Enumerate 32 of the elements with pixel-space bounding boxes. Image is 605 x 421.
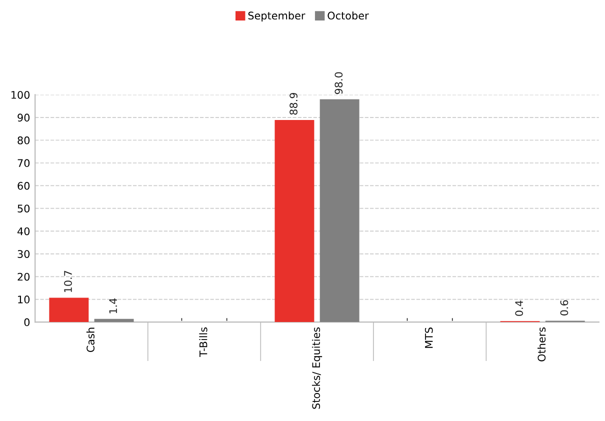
y-tick-label: 20 [18,272,30,281]
x-tick-label: MTS [424,328,433,348]
data-label: 0.4 [515,300,524,316]
text: - [181,318,182,321]
data-label: 10.7 [64,270,72,292]
y-tick-label: 40 [17,227,30,236]
text: - [226,318,228,321]
x-tick-label: Others [538,327,546,362]
bar [320,99,360,322]
text: - [406,318,408,321]
y-tick-label: 30 [18,250,30,258]
y-tick-label: 60 [18,182,30,190]
data-label: 98.0 [334,72,343,94]
y-tick-label: 50 [18,204,30,212]
x-tick-label: Stocks/ Equities [312,327,322,409]
x-tick-label: T-Bills [199,327,208,358]
data-label: 88.9 [290,92,298,115]
x-tick-label: Cash [86,328,94,352]
y-tick-label: 10 [18,296,30,304]
y-tick-label: 70 [18,159,30,168]
y-tick-label: 0 [24,318,30,326]
bar [274,120,314,322]
text: - [452,318,453,321]
y-tick-label: 100 [11,90,30,99]
legend-label: September [248,11,306,22]
bar [94,318,134,322]
bar [49,298,89,322]
legend-label: October [328,11,369,20]
y-tick-label: 80 [18,136,30,144]
y-tick-label: 90 [18,114,30,122]
data-label: 0.6 [560,300,568,316]
data-label: 1.4 [109,298,117,314]
